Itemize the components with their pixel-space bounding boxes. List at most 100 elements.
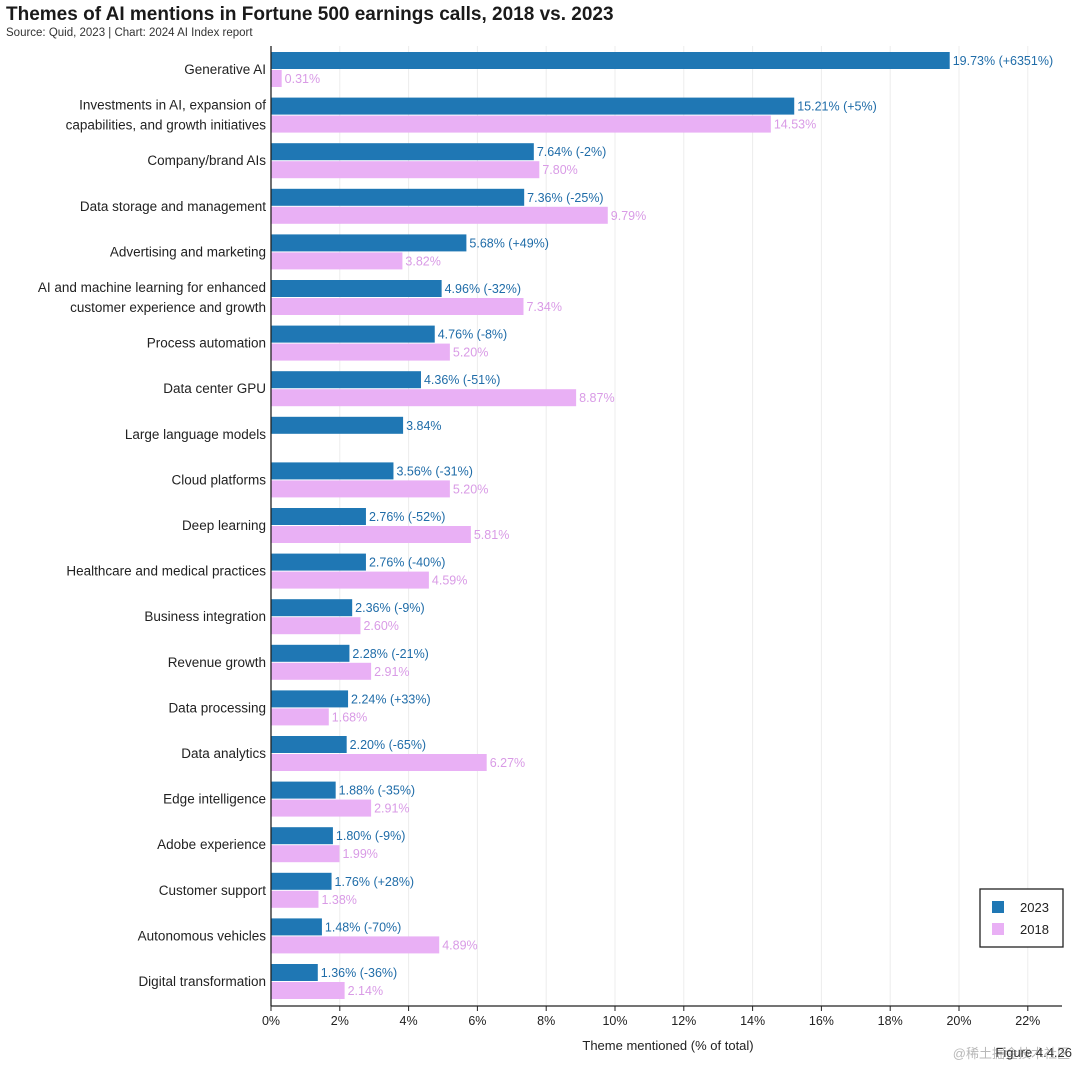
category-label: Data center GPU [163, 381, 266, 396]
data-label-2018: 7.80% [542, 163, 577, 177]
chart-source: Source: Quid, 2023 | Chart: 2024 AI Inde… [6, 27, 253, 39]
data-label-2018: 1.99% [342, 847, 377, 861]
bar-2018 [271, 571, 429, 589]
bar-2018 [271, 982, 345, 999]
category-label: Business integration [144, 609, 266, 624]
data-label-2023: 1.36% (-36%) [321, 966, 397, 980]
bar-2018 [271, 298, 524, 315]
bar-2018 [271, 206, 608, 224]
category-label: Customer support [159, 883, 267, 898]
legend-swatch [992, 901, 1004, 913]
bar-2023 [271, 508, 366, 525]
x-tick-label: 4% [400, 1014, 418, 1028]
data-label-2018: 2.14% [348, 984, 383, 998]
bar-2018 [271, 708, 329, 726]
bar-2023 [271, 690, 349, 708]
bar-2023 [271, 781, 336, 799]
category-label: Advertising and marketing [110, 244, 266, 259]
bar-2023 [271, 553, 366, 571]
bar-2023 [271, 736, 347, 753]
category-label: Revenue growth [168, 655, 266, 670]
category-label: Investments in AI, expansion of [79, 98, 266, 113]
bar-2023 [271, 599, 353, 617]
data-label-2018: 5.20% [453, 346, 488, 360]
x-tick-label: 22% [1015, 1014, 1040, 1028]
data-label-2018: 2.91% [374, 802, 409, 816]
data-label-2018: 5.81% [474, 528, 509, 542]
bar-2023 [271, 280, 442, 297]
legend-label: 2023 [1020, 900, 1049, 915]
bar-2018 [271, 252, 403, 270]
data-label-2023: 4.36% (-51%) [424, 373, 500, 387]
category-label: Generative AI [184, 62, 266, 77]
legend-label: 2018 [1020, 922, 1049, 937]
data-label-2023: 2.76% (-40%) [369, 556, 445, 570]
data-label-2018: 5.20% [453, 482, 488, 496]
data-label-2018: 1.38% [321, 893, 356, 907]
category-label: Data analytics [181, 746, 266, 761]
bar-2023 [271, 52, 950, 69]
bar-2018 [271, 343, 450, 361]
bar-2018 [271, 115, 771, 133]
legend-swatch [992, 923, 1004, 935]
x-tick-label: 18% [878, 1014, 903, 1028]
data-label-2018: 2.91% [374, 665, 409, 679]
data-label-2023: 1.76% (+28%) [335, 875, 415, 889]
category-labels: Generative AI Investments in AI, expansio… [38, 62, 266, 989]
data-label-2023: 1.80% (-9%) [336, 829, 405, 843]
bar-2023 [271, 371, 421, 389]
category-label: Cloud platforms [171, 472, 266, 487]
bar-2018 [271, 890, 319, 908]
watermark: @稀土掘金技术社区 [952, 1046, 1070, 1061]
data-label-2018: 3.82% [405, 254, 440, 268]
data-label-2023: 3.56% (-31%) [396, 464, 472, 478]
x-tick-label: 12% [671, 1014, 696, 1028]
bar-2023 [271, 97, 795, 115]
data-labels: 19.73% (+6351%) 0.31% 15.21% (+5%) 14.53% 7.… [285, 54, 1053, 998]
bar-2018 [271, 662, 372, 680]
bar-2018 [271, 389, 577, 407]
bar-2023 [271, 188, 525, 206]
bar-2018 [271, 799, 372, 817]
data-label-2023: 7.64% (-2%) [537, 145, 606, 159]
data-label-2018: 7.34% [526, 300, 561, 314]
category-label: AI and machine learning for enhanced [38, 280, 266, 295]
data-label-2018: 0.31% [285, 72, 320, 86]
data-label-2023: 2.24% (+33%) [351, 692, 431, 706]
data-label-2023: 1.88% (-35%) [339, 784, 415, 798]
bar-2023 [271, 234, 467, 252]
category-label: Adobe experience [157, 837, 266, 852]
bar-2023 [271, 964, 318, 981]
chart-title: Themes of AI mentions in Fortune 500 ear… [6, 4, 614, 25]
x-tick-label: 20% [946, 1014, 971, 1028]
bar-2018 [271, 161, 540, 179]
x-tick-label: 2% [331, 1014, 349, 1028]
data-label-2018: 4.59% [432, 574, 467, 588]
data-label-2018: 1.68% [332, 710, 367, 724]
legend-box [979, 888, 1064, 948]
bar-2023 [271, 827, 333, 845]
figure-number: Figure 4.4.26 [995, 1045, 1072, 1060]
category-label: Deep learning [182, 518, 266, 533]
x-tick-label: 14% [740, 1014, 765, 1028]
category-label: customer experience and growth [70, 300, 266, 315]
gridlines [339, 46, 1029, 1006]
bars [271, 52, 950, 999]
bar-2018 [271, 754, 487, 771]
data-label-2018: 9.79% [611, 209, 646, 223]
bar-2018 [271, 70, 282, 87]
category-label: Process automation [147, 336, 266, 351]
data-label-2023: 5.68% (+49%) [469, 236, 549, 250]
bar-2018 [271, 526, 471, 543]
x-tick-label: 8% [537, 1014, 555, 1028]
bar-2023 [271, 462, 394, 480]
bar-2018 [271, 845, 340, 863]
data-label-2023: 2.20% (-65%) [350, 738, 426, 752]
x-tick-label: 6% [468, 1014, 486, 1028]
data-label-2018: 6.27% [490, 756, 525, 770]
category-label: Company/brand AIs [147, 153, 266, 168]
category-label: Edge intelligence [163, 792, 266, 807]
data-label-2023: 19.73% (+6351%) [953, 54, 1053, 68]
data-label-2018: 2.60% [363, 619, 398, 633]
